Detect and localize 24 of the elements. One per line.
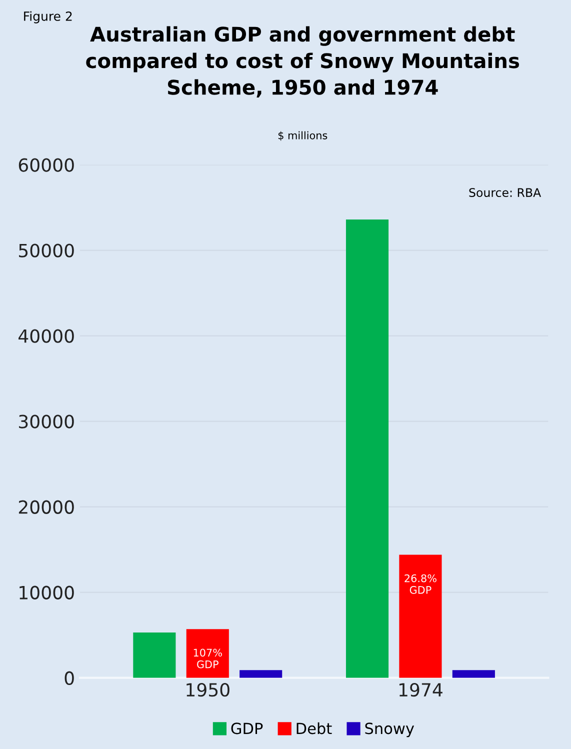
legend-label: Snowy — [365, 722, 414, 738]
legend-label: Debt — [296, 722, 332, 734]
y-tick-label: 60000 — [18, 158, 74, 172]
annotation: 26.8% GDP — [404, 574, 436, 594]
y-tick-label: 20000 — [18, 500, 74, 514]
bar — [399, 554, 442, 678]
chart-title: Australian GDP and government debt compared to cost of Snowy Mountains Scheme, 1950 and 1974 — [86, 26, 520, 98]
bar — [240, 670, 282, 678]
bar — [346, 220, 389, 678]
legend-label: GDP — [231, 722, 263, 734]
y-tick-label: 40000 — [18, 329, 74, 343]
x-tick-label: 1950 — [186, 683, 230, 697]
caption: Figure 2 — [24, 11, 72, 24]
bar — [186, 629, 229, 678]
y-tick-label: 0 — [64, 671, 74, 685]
y-tick-label: 50000 — [19, 244, 74, 258]
x-tick-label: 1974 — [399, 683, 442, 697]
y-tick-label: 10000 — [20, 586, 74, 600]
annotation: 107% GDP — [194, 648, 222, 668]
chart-subtitle: $ millions — [278, 131, 328, 141]
y-tick-label: 30000 — [19, 414, 74, 428]
bar — [452, 670, 495, 678]
annotation: Source: RBA — [469, 188, 542, 198]
bar — [133, 632, 176, 678]
